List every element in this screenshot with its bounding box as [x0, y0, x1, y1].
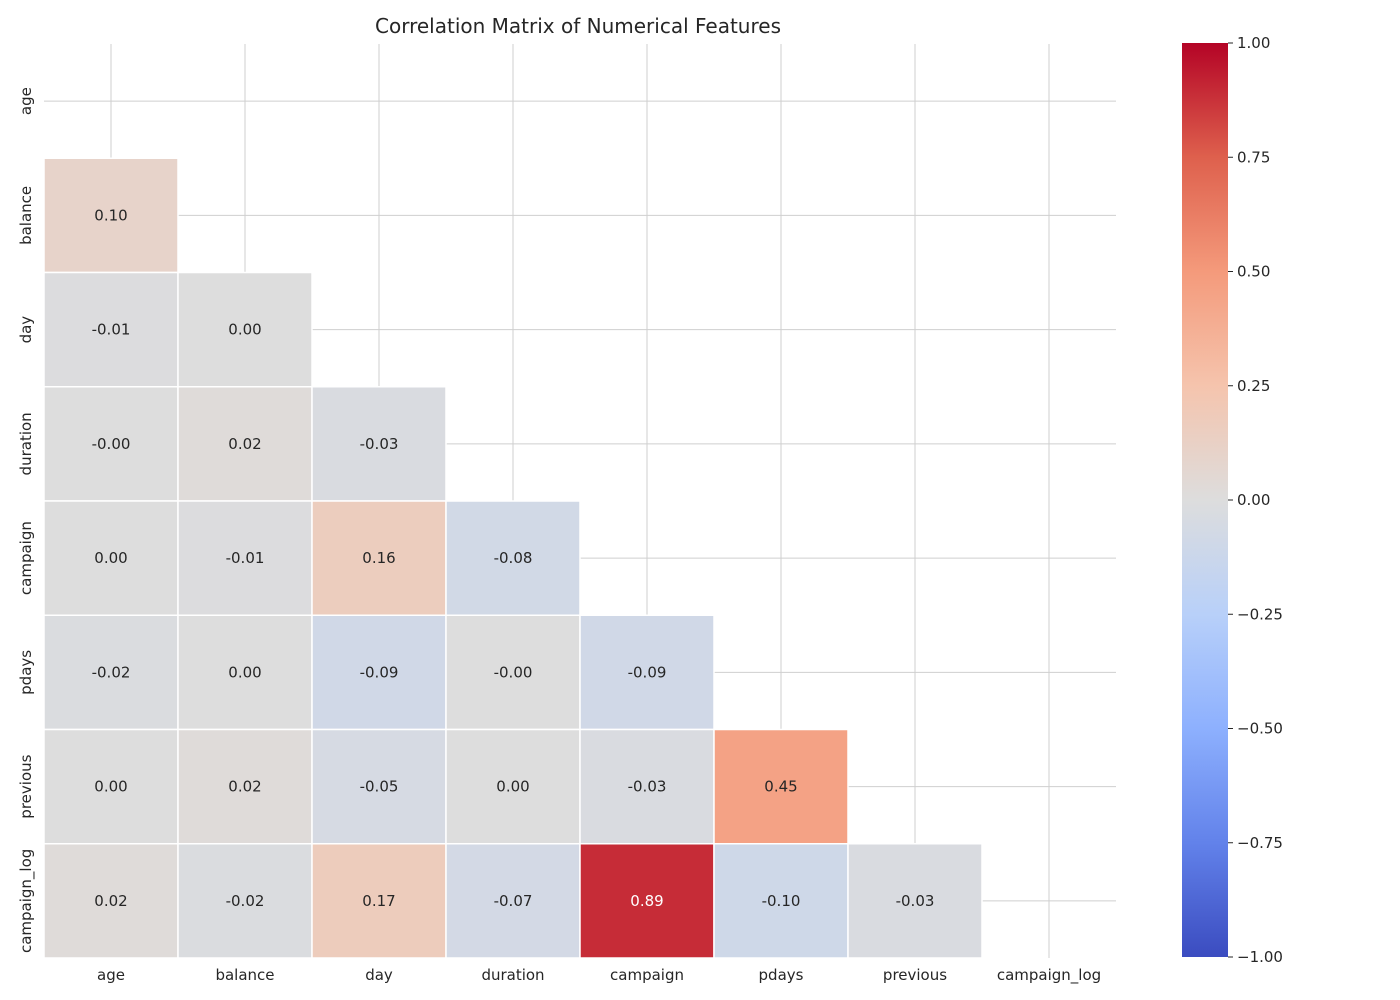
heatmap-cell-campaign-log-previous — [847, 843, 983, 959]
cell-value-label: 0.89 — [630, 892, 663, 910]
x-tick-label-duration: duration — [481, 966, 544, 984]
colorbar-gradient — [1182, 43, 1228, 957]
colorbar-tick-label: −1.00 — [1237, 948, 1283, 966]
heatmap-cell-pdays-day — [311, 614, 447, 731]
cell-value-label: -0.08 — [494, 549, 533, 567]
colorbar-tick-label: −0.25 — [1237, 605, 1283, 623]
heatmap-cell-previous-balance — [177, 728, 313, 845]
y-tick-label-balance: balance — [17, 186, 35, 245]
heatmap-cell-previous-campaign — [579, 728, 715, 845]
heatmap-cell-campaign-log-campaign — [579, 843, 715, 959]
cell-value-label: 0.17 — [362, 892, 395, 910]
cell-value-label: -0.09 — [360, 663, 399, 681]
heatmap-cell-pdays-balance — [177, 614, 313, 731]
heatmap-cell-campaign-log-duration — [445, 843, 581, 959]
cell-value-label: -0.02 — [226, 892, 265, 910]
x-tick-label-campaign-log: campaign_log — [997, 966, 1101, 985]
colorbar-tick-label: 0.00 — [1237, 491, 1270, 509]
heatmap-cell-previous-pdays — [713, 728, 849, 845]
cell-value-label: -0.02 — [92, 663, 131, 681]
heatmap-cell-campaign-duration — [445, 500, 581, 616]
heatmap-cell-previous-day — [311, 728, 447, 845]
cell-value-label: -0.09 — [628, 663, 667, 681]
cell-value-label: 0.16 — [362, 549, 395, 567]
cell-value-label: 0.10 — [94, 206, 127, 224]
heatmap-cell-day-balance — [177, 271, 313, 388]
cell-value-label: -0.03 — [896, 892, 935, 910]
cell-value-label: -0.00 — [494, 663, 533, 681]
heatmap-cell-pdays-age — [43, 614, 179, 731]
x-tick-label-age: age — [97, 966, 125, 984]
y-tick-label-duration: duration — [17, 412, 35, 475]
colorbar-tick-label: 0.25 — [1237, 377, 1270, 395]
colorbar: 1.00 0.75 0.50 0.25 0.00 −0.25 −0.50 −0.75 −1.00 — [1182, 34, 1283, 966]
cell-value-label: 0.02 — [228, 778, 261, 796]
colorbar-tick-label: −0.75 — [1237, 834, 1283, 852]
heatmap-cell-campaign-balance — [177, 500, 313, 616]
cell-value-label: 0.00 — [228, 321, 261, 339]
x-tick-label-pdays: pdays — [759, 966, 804, 984]
y-tick-label-day: day — [17, 316, 35, 344]
colorbar-ticks: 1.00 0.75 0.50 0.25 0.00 −0.25 −0.50 −0.75 −1.00 — [1228, 34, 1283, 966]
x-tick-labels: age balance day duration campaign pdays previo… — [97, 966, 1101, 985]
heatmap-cells: 0.10 -0.01 0.00 -0.00 0.02 -0.03 0.00 -0.01 0.16… — [43, 157, 983, 959]
cell-value-label: -0.10 — [762, 892, 801, 910]
cell-value-label: 0.45 — [764, 778, 797, 796]
y-tick-labels: age balance day duration campaign pdays previo… — [17, 87, 36, 953]
heatmap-cell-duration-day — [311, 386, 447, 502]
heatmap-cell-pdays-duration — [445, 614, 581, 731]
cell-value-label: -0.01 — [226, 549, 265, 567]
y-tick-label-pdays: pdays — [17, 650, 35, 695]
cell-value-label: 0.00 — [496, 778, 529, 796]
colorbar-tick-label: 1.00 — [1237, 34, 1270, 52]
cell-value-label: -0.03 — [360, 435, 399, 453]
heatmap-cell-previous-duration — [445, 728, 581, 845]
cell-value-label: -0.05 — [360, 778, 399, 796]
x-tick-label-day: day — [365, 966, 393, 984]
y-tick-label-previous: previous — [17, 754, 35, 818]
cell-value-label: 0.00 — [94, 778, 127, 796]
heatmap-cell-campaign-age — [43, 500, 179, 616]
cell-value-label: -0.00 — [92, 435, 131, 453]
heatmap-cell-campaign-log-day — [311, 843, 447, 959]
cell-value-label: -0.03 — [628, 778, 667, 796]
x-tick-label-balance: balance — [215, 966, 274, 984]
heatmap-cell-campaign-log-age — [43, 843, 179, 959]
x-tick-label-previous: previous — [883, 966, 947, 984]
colorbar-tick-label: −0.50 — [1237, 720, 1283, 738]
cell-value-label: 0.02 — [228, 435, 261, 453]
x-tick-label-campaign: campaign — [610, 966, 684, 984]
chart-title: Correlation Matrix of Numerical Features — [375, 14, 781, 38]
colorbar-tick-label: 0.75 — [1237, 148, 1270, 166]
heatmap-cell-campaign-log-balance — [177, 843, 313, 959]
cell-value-label: 0.00 — [228, 663, 261, 681]
heatmap-cell-duration-balance — [177, 386, 313, 502]
y-tick-label-age: age — [17, 87, 35, 115]
colorbar-tick-label: 0.50 — [1237, 263, 1270, 281]
heatmap-cell-duration-age — [43, 386, 179, 502]
cell-value-label: -0.01 — [92, 321, 131, 339]
y-tick-label-campaign: campaign — [17, 521, 35, 595]
cell-value-label: -0.07 — [494, 892, 533, 910]
heatmap-cell-pdays-campaign — [579, 614, 715, 731]
cell-value-label: 0.00 — [94, 549, 127, 567]
cell-value-label: 0.02 — [94, 892, 127, 910]
y-tick-label-campaign-log: campaign_log — [17, 849, 36, 953]
